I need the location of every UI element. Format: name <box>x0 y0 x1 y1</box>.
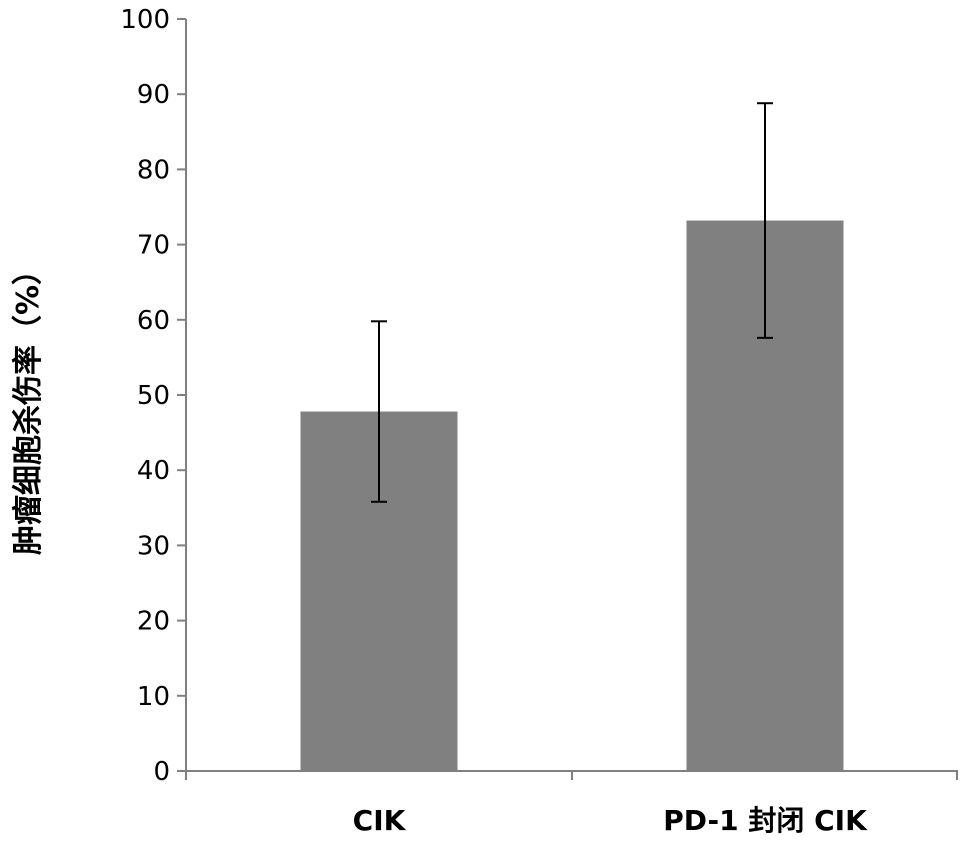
y-tick-label: 60 <box>137 306 170 336</box>
y-tick-label: 20 <box>137 607 170 637</box>
y-tick-label: 30 <box>137 531 170 561</box>
y-tick-label: 90 <box>137 80 170 110</box>
y-tick-label: 0 <box>153 757 170 787</box>
x-axis: CIK PD-1 封闭 CIK <box>185 770 958 837</box>
error-bars <box>371 102 773 503</box>
y-tick-label: 40 <box>137 456 170 486</box>
x-category-label: CIK <box>353 804 407 837</box>
y-tick-label: 80 <box>137 155 170 185</box>
y-tick-label: 70 <box>137 231 170 261</box>
y-tick-label: 10 <box>137 682 170 712</box>
x-category-label: PD-1 封闭 CIK <box>663 804 868 837</box>
y-tick-label: 50 <box>137 381 170 411</box>
y-tick-label: 100 <box>120 5 170 35</box>
bars <box>300 220 844 771</box>
y-axis: 0 10 20 30 40 50 60 70 80 90 100 <box>120 5 187 787</box>
y-axis-title: 肿瘤细胞杀伤率（%） <box>11 255 46 555</box>
